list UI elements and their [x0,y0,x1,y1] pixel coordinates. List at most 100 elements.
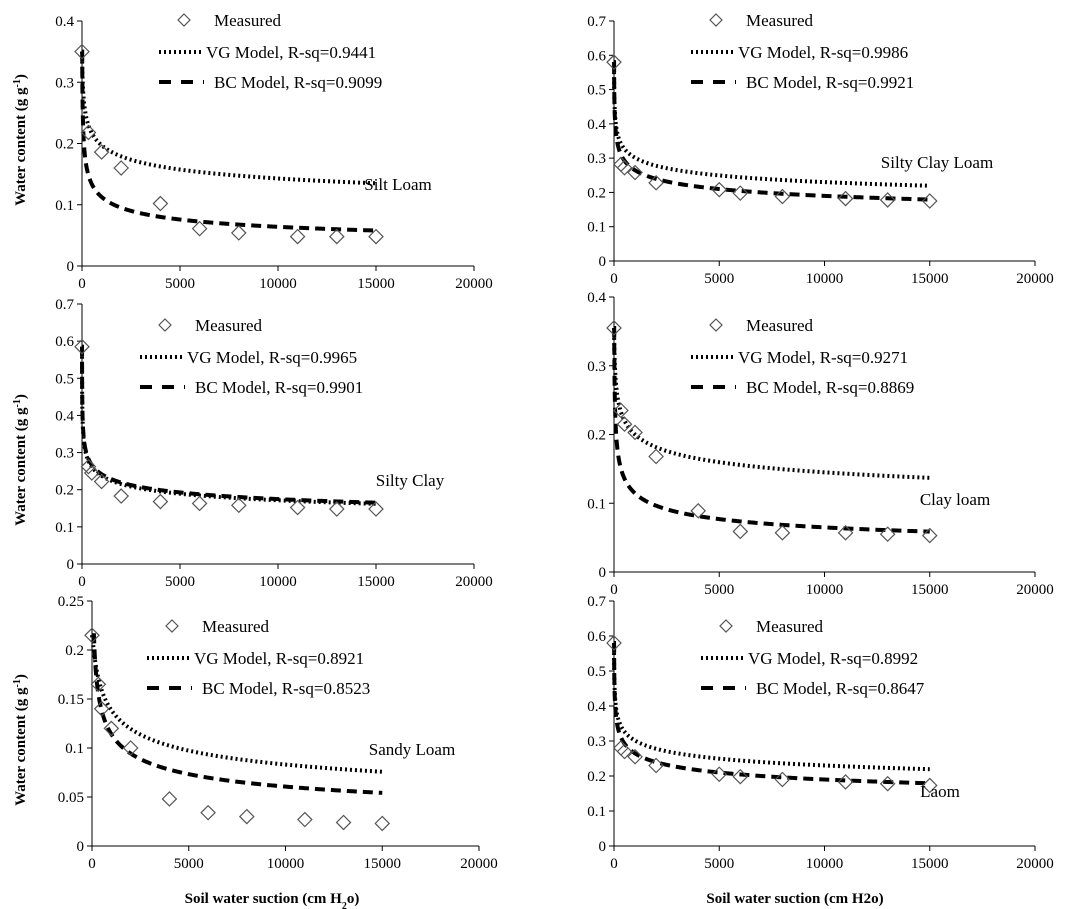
x-axis-title-left-end: o) [347,891,360,907]
x-tick-label: 10000 [806,271,844,287]
measured-point [335,814,352,831]
y-tick-label: 0.7 [587,14,606,30]
y-tick-label: 0.4 [55,14,74,30]
y-tick-label: 0.1 [587,804,606,820]
x-tick-label: 20000 [1016,271,1054,287]
measured-point [837,190,854,207]
y-tick-label: 0.5 [55,371,74,387]
chart-panel-1: 0 0.1 0.2 0.3 0.4 0 5000 10000 15000 20000 Measure… [55,11,493,292]
x-tick-label: 0 [88,856,96,872]
measured-point [152,493,169,510]
measured-point [113,160,130,176]
measured-point [93,700,110,717]
bc-model-line [612,60,930,202]
panel-soil-label: Silty Clay [376,471,445,490]
x-axis-title-left-sub: 2 [342,901,347,909]
measured-point [374,815,391,832]
chart-panel-3: 0 0.1 0.2 0.3 0.4 0.5 0.6 0.7 0 5000 10000 15000 200… [55,297,493,590]
x-tick-label: 15000 [357,574,395,590]
y-tick-label: 0.6 [587,48,606,64]
y-tick-label: 0.4 [55,408,74,424]
legend-vg-label: VG Model, R-sq=0.8921 [194,649,364,668]
y-tick-label: 0.4 [587,699,606,715]
y-axis-title-end: ) [13,394,29,399]
legend: Measured VG Model, R-sq=0.8992 BC Model, R… [701,617,925,698]
y-axis-title-end: ) [13,74,29,79]
x-tick-label: 10000 [806,856,844,872]
panel-soil-label: Silty Clay Loam [881,153,993,172]
measured-point [774,524,791,541]
legend-measured-label: Measured [746,316,814,335]
legend-bc-label: BC Model, R-sq=0.9099 [214,73,382,92]
measured-point [93,144,110,160]
x-tick-label: 20000 [1016,856,1054,872]
legend-measured-marker [177,13,191,27]
x-tick-label: 15000 [357,276,395,292]
measured-point [93,473,110,490]
measured-point [230,225,247,241]
y-tick-label: 0 [599,839,607,855]
measured-point [113,488,130,504]
measured-point [921,777,938,794]
legend-measured-marker [709,318,723,332]
measured-point [690,502,707,519]
y-tick-label: 0 [67,557,75,573]
x-tick-label: 0 [610,582,618,598]
y-tick-label: 0 [599,254,607,270]
y-tick-label: 0.4 [587,117,606,133]
measured-point [613,402,629,419]
measured-point [627,424,643,441]
x-tick-label: 0 [78,276,86,292]
measured-point [90,676,107,693]
vg-model-line [612,327,930,480]
y-tick-label: 0.05 [58,790,84,806]
measured-point [879,775,896,792]
legend-measured-marker [158,318,172,332]
measured-point [616,159,633,176]
y-axis-title-top: Water content (g g-1) [12,74,30,206]
measured-point [161,791,178,807]
measured-point [837,524,854,541]
y-tick-label: 0.4 [587,290,606,306]
panel-soil-label: Laom [920,782,960,801]
legend: Measured VG Model, R-sq=0.9441 BC Model, R… [159,11,382,92]
panel-soil-label: Sandy Loam [369,740,455,759]
chart-panel-2: 0 0.1 0.2 0.3 0.4 0.5 0.6 0.7 0 5000 10000 15000 200… [587,11,1054,287]
y-tick-label: 0.1 [587,496,606,512]
legend-bc-label: BC Model, R-sq=0.9901 [195,378,363,397]
y-axis-title-text: Water content (g g [13,407,29,526]
y-axis-title-group: Water content (g g-1) Water content (g g… [12,74,30,806]
y-tick-label: 0.3 [55,446,74,462]
measured-point [837,774,854,790]
bc-model-line [80,49,377,233]
measured-point [606,320,622,336]
x-tick-label: 10000 [806,582,844,598]
x-tick-label: 5000 [165,574,195,590]
legend: Measured VG Model, R-sq=0.9965 BC Model, R… [140,316,363,397]
y-tick-label: 0.7 [587,594,606,610]
y-tick-label: 0.6 [55,334,74,350]
measured-point [921,193,938,209]
vg-model-line [80,51,377,186]
y-tick-label: 0.15 [58,692,84,708]
y-tick-label: 0.2 [55,137,74,153]
measured-point [711,766,728,783]
vg-model-line [612,643,930,772]
legend-measured-label: Measured [746,11,814,30]
x-tick-label: 10000 [259,574,297,590]
y-tick-label: 0.1 [587,220,606,236]
y-tick-label: 0.25 [58,594,84,610]
measured-point [368,501,384,517]
legend-bc-label: BC Model, R-sq=0.8869 [746,378,914,397]
x-tick-label: 20000 [1016,582,1054,598]
bc-model-line [80,344,377,505]
y-tick-label: 0.3 [587,734,606,750]
x-tick-label: 0 [610,271,618,287]
legend-bc-label: BC Model, R-sq=0.8523 [202,679,370,698]
x-tick-label: 20000 [455,276,493,292]
y-tick-label: 0 [77,839,85,855]
legend-bc-label: BC Model, R-sq=0.8647 [756,679,925,698]
y-tick-label: 0.7 [55,297,74,313]
measured-point [289,228,306,245]
